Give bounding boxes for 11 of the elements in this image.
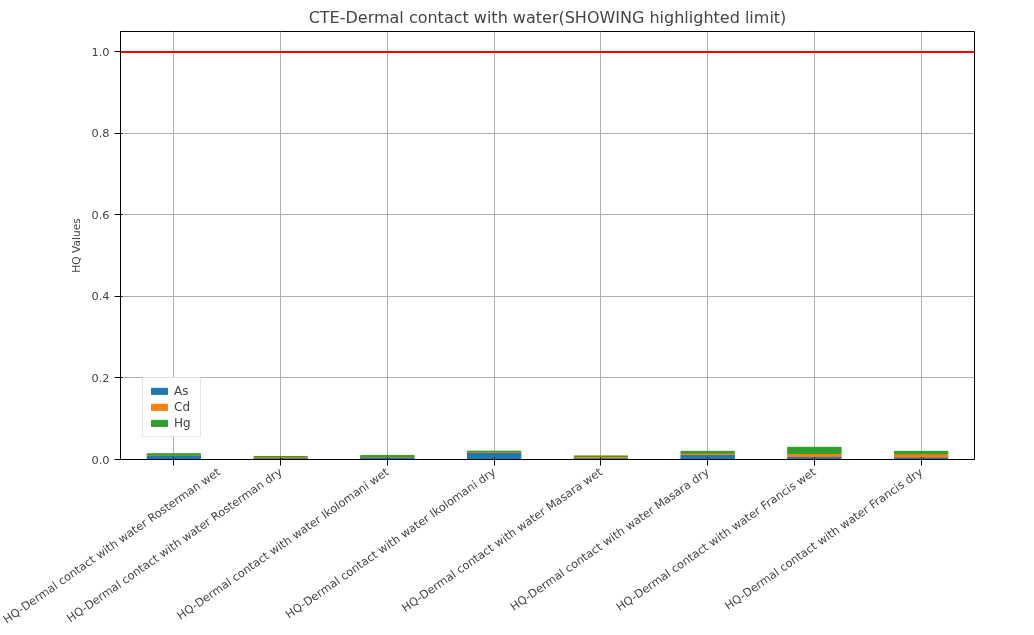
y-tick-label: 0.0 xyxy=(91,452,110,467)
y-tick-label: 0.2 xyxy=(91,370,110,385)
y-tick-label: 1.0 xyxy=(91,44,110,59)
chart-title: CTE-Dermal contact with water(SHOWING highlighted limit) xyxy=(308,7,787,27)
legend-label: As xyxy=(174,384,190,398)
y-tick-label: 0.8 xyxy=(91,126,110,141)
legend-label: Cd xyxy=(174,400,191,414)
legend-label: Hg xyxy=(174,416,192,430)
y-tick-label: 0.6 xyxy=(91,207,110,222)
y-tick-label: 0.4 xyxy=(91,289,110,304)
y-axis-title: HQ Values xyxy=(70,217,84,273)
